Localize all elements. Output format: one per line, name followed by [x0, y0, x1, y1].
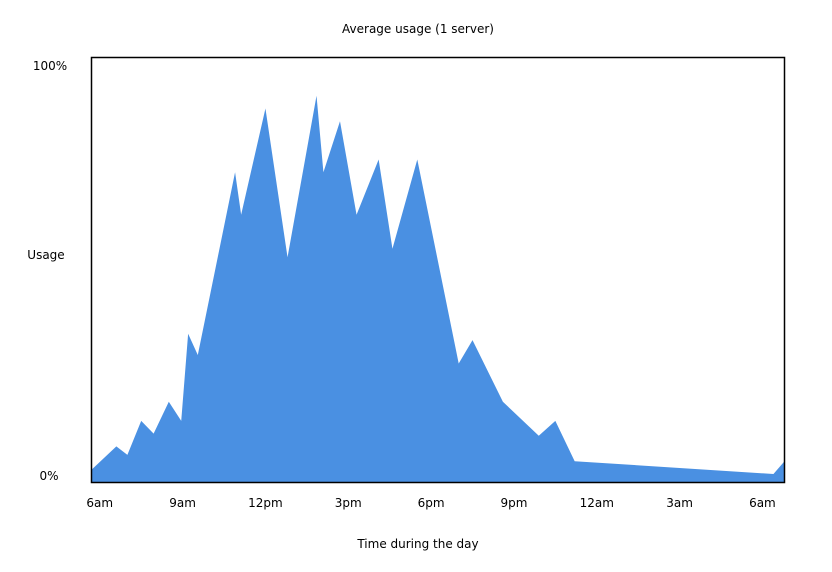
x-axis-label: Time during the day: [356, 537, 478, 551]
x-tick-label: 12am: [580, 496, 614, 510]
y-axis-label: Usage: [27, 248, 64, 262]
x-tick-label: 3pm: [335, 496, 362, 510]
x-tick-label: 6am: [86, 496, 113, 510]
x-tick-label: 9am: [169, 496, 196, 510]
usage-area: [91, 95, 785, 483]
chart-title: Average usage (1 server): [342, 22, 494, 36]
y-tick-label-bottom: 0%: [39, 469, 58, 483]
x-tick-label: 6am: [749, 496, 776, 510]
x-tick-label: 9pm: [500, 496, 527, 510]
x-tick-label: 12pm: [248, 496, 283, 510]
x-tick-label: 6pm: [418, 496, 445, 510]
x-tick-label: 3am: [666, 496, 693, 510]
y-tick-label-top: 100%: [33, 59, 67, 73]
plot-frame: [90, 56, 786, 484]
area-layer: [91, 95, 785, 483]
x-tick-labels: 6am 9am 12pm 3pm 6pm 9pm 12am 3am 6am: [86, 496, 775, 510]
